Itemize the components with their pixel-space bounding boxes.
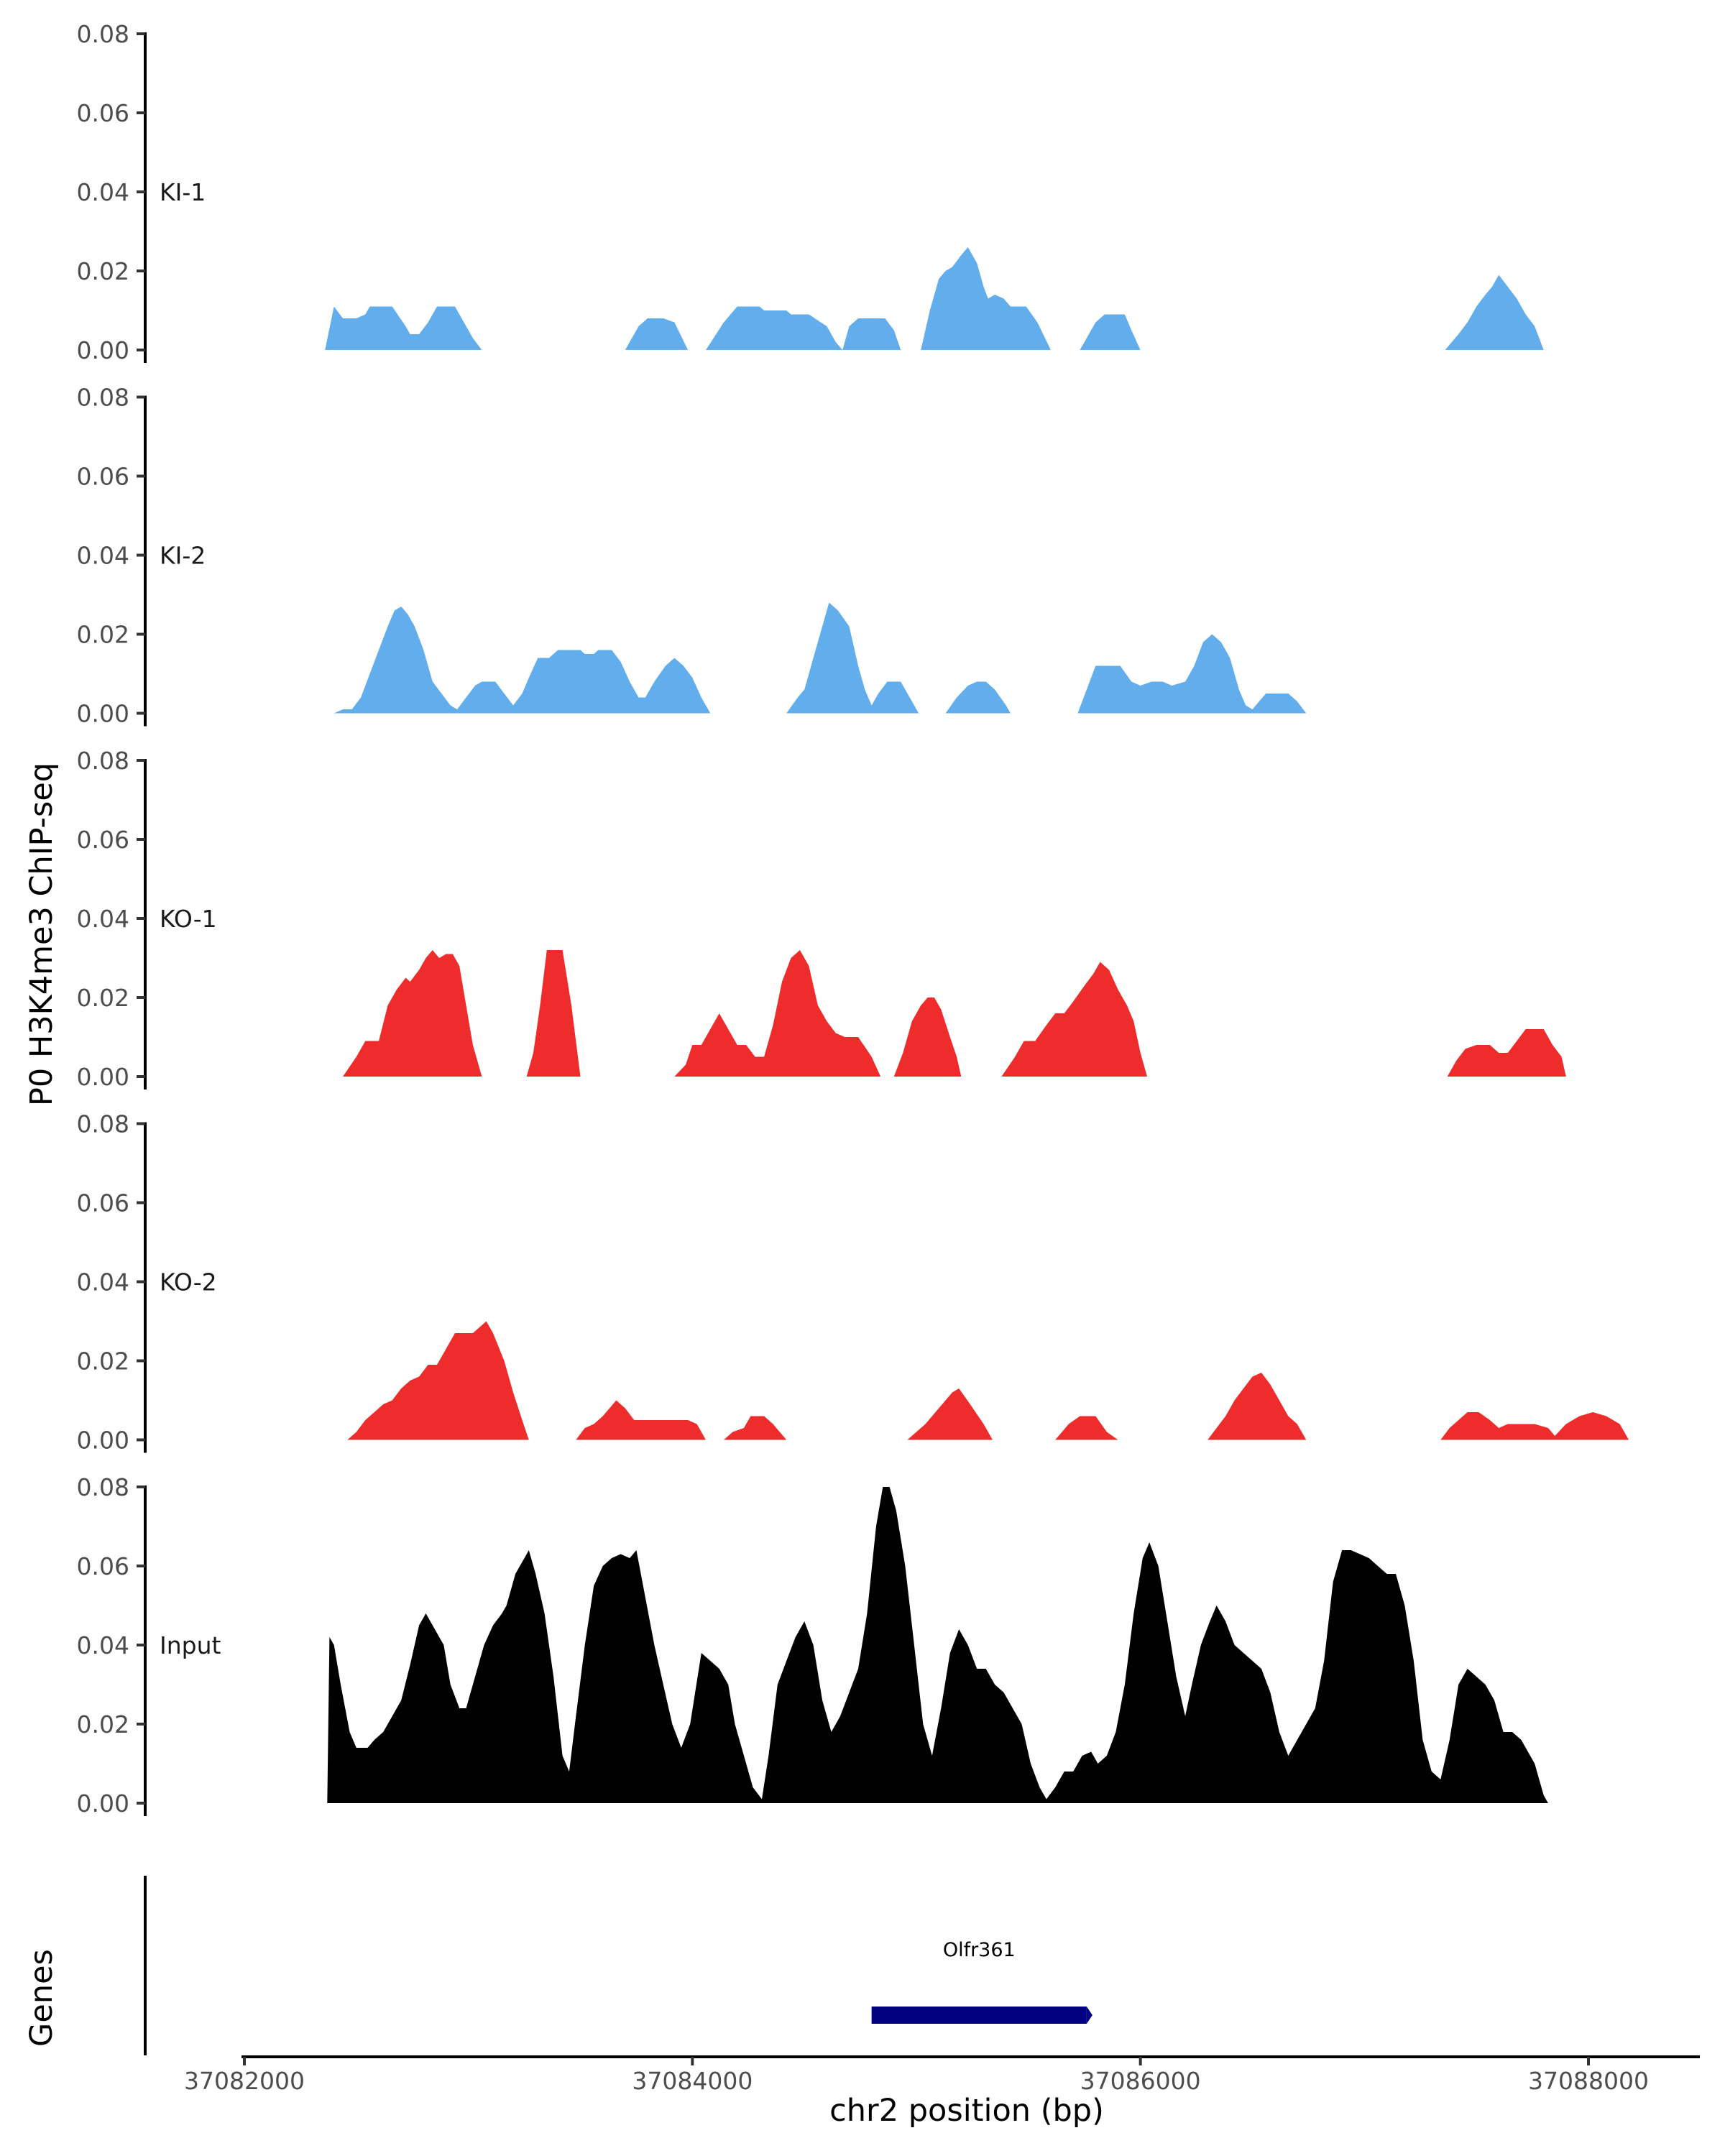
y-tick-label: 0.06	[77, 826, 129, 854]
x-tick-label: 37082000	[184, 2067, 305, 2095]
y-tick-label: 0.04	[77, 1268, 129, 1296]
track-label: KO-2	[160, 1268, 217, 1296]
y-tick-label: 0.02	[77, 1710, 129, 1738]
y-tick-label: 0.04	[77, 1631, 129, 1659]
gene-olfr361: Olfr361	[871, 1939, 1092, 2024]
signal-area-ki-1	[325, 247, 1544, 350]
y-tick-label: 0.06	[77, 99, 129, 127]
y-tick-label: 0.04	[77, 542, 129, 570]
track-label: Input	[160, 1631, 221, 1659]
y-tick-label: 0.04	[77, 178, 129, 206]
genes-axis-title: Genes	[24, 1949, 60, 2047]
track-label: KI-2	[160, 542, 206, 570]
track-label: KI-1	[160, 178, 206, 206]
x-tick-label: 37084000	[632, 2067, 753, 2095]
y-tick-label: 0.00	[77, 1063, 129, 1091]
tracks: 0.00 0.02 0.04 0.06 0.08 KI-1 0.00 0.02 0.04 0.06…	[77, 20, 1629, 1818]
y-tick-label: 0.00	[77, 336, 129, 364]
y-tick-label: 0.02	[77, 984, 129, 1012]
gene-bar	[871, 2007, 1087, 2024]
x-tick-label: 37088000	[1528, 2067, 1649, 2095]
track-ko-1: 0.00 0.02 0.04 0.06 0.08 KO-1	[77, 747, 1566, 1091]
signal-area-ki-2	[334, 602, 1307, 714]
strand-arrow-icon	[1086, 2007, 1092, 2024]
track-label: KO-1	[160, 905, 217, 933]
track-ko-2: 0.00 0.02 0.04 0.06 0.08 KO-2	[77, 1110, 1629, 1455]
genes-title-group: Genes	[24, 1949, 60, 2047]
track-ki-2: 0.00 0.02 0.04 0.06 0.08 KI-2	[77, 384, 1307, 728]
x-axis: 37082000 37084000 37086000 37088000	[184, 2055, 1700, 2095]
y-tick-label: 0.02	[77, 621, 129, 649]
signal-area-ko-1	[343, 950, 1566, 1077]
y-tick-label: 0.00	[77, 1427, 129, 1455]
y-tick-label: 0.08	[77, 1473, 129, 1501]
y-tick-label: 0.00	[77, 1789, 129, 1818]
track-input: 0.00 0.02 0.04 0.06 0.08 Input	[77, 1473, 1548, 1818]
y-tick-label: 0.02	[77, 1348, 129, 1376]
y-tick-label: 0.08	[77, 384, 129, 412]
signal-area-ko-2	[347, 1321, 1629, 1440]
signal-area-input	[327, 1487, 1548, 1803]
track-ki-1: 0.00 0.02 0.04 0.06 0.08 KI-1	[77, 20, 1544, 364]
y-tick-label: 0.08	[77, 20, 129, 48]
y-tick-label: 0.06	[77, 1189, 129, 1217]
y-tick-label: 0.08	[77, 747, 129, 775]
y-tick-label: 0.06	[77, 463, 129, 491]
y-tick-label: 0.06	[77, 1552, 129, 1580]
y-tick-label: 0.08	[77, 1110, 129, 1138]
y-axis-title-group: P0 H3K4me3 ChIP-seq	[24, 763, 60, 1106]
x-tick-label: 37086000	[1080, 2067, 1201, 2095]
y-tick-label: 0.04	[77, 905, 129, 933]
y-tick-label: 0.00	[77, 700, 129, 728]
gene-label: Olfr361	[943, 1939, 1016, 1961]
y-axis-title: P0 H3K4me3 ChIP-seq	[24, 763, 60, 1106]
gene-panel: Olfr361	[144, 1876, 1092, 2055]
x-axis-title: chr2 position (bp)	[829, 2093, 1104, 2129]
y-tick-label: 0.02	[77, 257, 129, 285]
